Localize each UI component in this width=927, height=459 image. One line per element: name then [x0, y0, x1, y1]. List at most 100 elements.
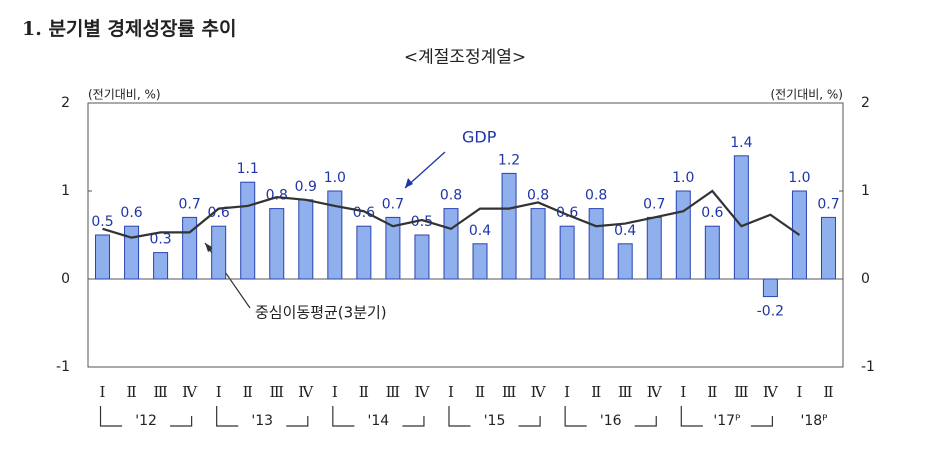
y-axis-label: (전기대비, %): [88, 88, 161, 102]
x-tick-label: Ⅰ: [448, 383, 454, 401]
value-label: -0.2: [757, 304, 784, 320]
x-tick-label: Ⅱ: [359, 383, 369, 401]
bar: [95, 234, 111, 280]
x-tick-label: Ⅰ: [564, 383, 570, 401]
bar: [414, 234, 430, 280]
x-tick-label: Ⅳ: [182, 383, 198, 401]
x-tick-label: Ⅰ: [216, 383, 222, 401]
year-bracket: [99, 406, 193, 427]
x-tick-label: Ⅲ: [153, 383, 167, 401]
value-label: 1.1: [237, 161, 259, 177]
year-label: '16: [600, 413, 622, 429]
y-tick-label: 1: [61, 183, 70, 199]
bar: [762, 278, 778, 298]
value-label: 0.8: [440, 188, 462, 204]
y2-tick-label: 2: [861, 95, 870, 111]
bar: [820, 216, 836, 280]
value-label: 0.9: [295, 179, 317, 195]
value-label: 1.0: [324, 170, 346, 186]
bar: [501, 172, 517, 280]
value-label: 0.6: [120, 205, 142, 221]
chart-title: 1. 분기별 경제성장률 추이: [22, 18, 236, 40]
year-bracket: [680, 406, 774, 427]
ma-annotation: 중심이동평균(3분기): [255, 304, 387, 322]
value-label: 0.7: [382, 196, 404, 212]
value-label: 0.5: [411, 214, 433, 230]
x-tick-label: Ⅲ: [270, 383, 284, 401]
y2-tick-label: 0: [861, 271, 870, 287]
x-tick-label: Ⅳ: [531, 383, 547, 401]
x-tick-label: Ⅱ: [707, 383, 717, 401]
x-tick-label: Ⅰ: [332, 383, 338, 401]
bar: [385, 216, 401, 280]
bar: [704, 225, 720, 280]
x-tick-label: Ⅰ: [796, 383, 802, 401]
x-tick-label: Ⅲ: [502, 383, 516, 401]
bar: [646, 216, 662, 280]
value-label: 1.4: [730, 135, 752, 151]
y2-axis-label: (전기대비, %): [770, 88, 843, 102]
value-label: 1.0: [788, 170, 810, 186]
bar: [327, 190, 343, 280]
bar: [559, 225, 575, 280]
x-tick-label: Ⅰ: [100, 383, 106, 401]
bar: [240, 181, 256, 280]
x-tick-label: Ⅲ: [386, 383, 400, 401]
x-tick-label: Ⅳ: [647, 383, 663, 401]
value-label: 0.7: [179, 196, 201, 212]
x-tick-label: Ⅱ: [591, 383, 601, 401]
value-label: 0.4: [614, 223, 636, 239]
plot-frame: [87, 102, 844, 368]
x-tick-label: Ⅲ: [618, 383, 632, 401]
bar: [675, 190, 691, 280]
year-bracket: [564, 406, 657, 427]
x-tick-label: Ⅲ: [734, 383, 748, 401]
ma-arrowhead: [205, 243, 214, 252]
year-label: '14: [368, 413, 390, 429]
bar: [269, 208, 285, 280]
bar: [211, 225, 227, 280]
x-tick-label: Ⅱ: [475, 383, 485, 401]
value-label: 0.4: [469, 223, 491, 239]
value-label: 0.8: [585, 188, 607, 204]
bar: [182, 216, 198, 280]
value-label: 0.3: [149, 232, 171, 248]
year-bracket: [448, 406, 541, 427]
gdp-arrowhead: [405, 178, 413, 188]
x-tick-label: Ⅳ: [298, 383, 314, 401]
year-label: '15: [484, 413, 506, 429]
value-label: 0.7: [643, 196, 665, 212]
y-tick-label: 0: [61, 271, 70, 287]
value-label: 0.8: [266, 188, 288, 204]
bar: [472, 243, 488, 280]
value-label: 0.5: [91, 214, 113, 230]
value-label: 1.2: [498, 152, 520, 168]
bar: [153, 252, 169, 280]
bar: [588, 208, 604, 280]
x-tick-label: Ⅰ: [680, 383, 686, 401]
year-label: '17ᴾ: [713, 413, 741, 429]
moving-average-line: [102, 189, 801, 239]
bar: [530, 208, 546, 280]
y2-tick-label: -1: [861, 359, 875, 375]
x-tick-label: Ⅳ: [763, 383, 779, 401]
y-tick-label: 2: [61, 95, 70, 111]
bar: [733, 155, 749, 280]
value-label: 0.6: [353, 205, 375, 221]
gdp-arrow: [404, 151, 446, 189]
year-bracket: [216, 406, 309, 427]
value-label: 0.6: [701, 205, 723, 221]
bar: [124, 225, 140, 280]
year-bracket: [332, 406, 425, 427]
value-label: 0.8: [527, 188, 549, 204]
year-label: '12: [135, 413, 157, 429]
x-tick-label: Ⅱ: [126, 383, 136, 401]
bar: [356, 225, 372, 280]
value-label: 1.0: [672, 170, 694, 186]
bar: [617, 243, 633, 280]
x-tick-label: Ⅱ: [823, 383, 833, 401]
year-label: '18ᴾ: [800, 413, 828, 429]
value-label: 0.7: [817, 196, 839, 212]
y2-tick-label: 1: [861, 183, 870, 199]
